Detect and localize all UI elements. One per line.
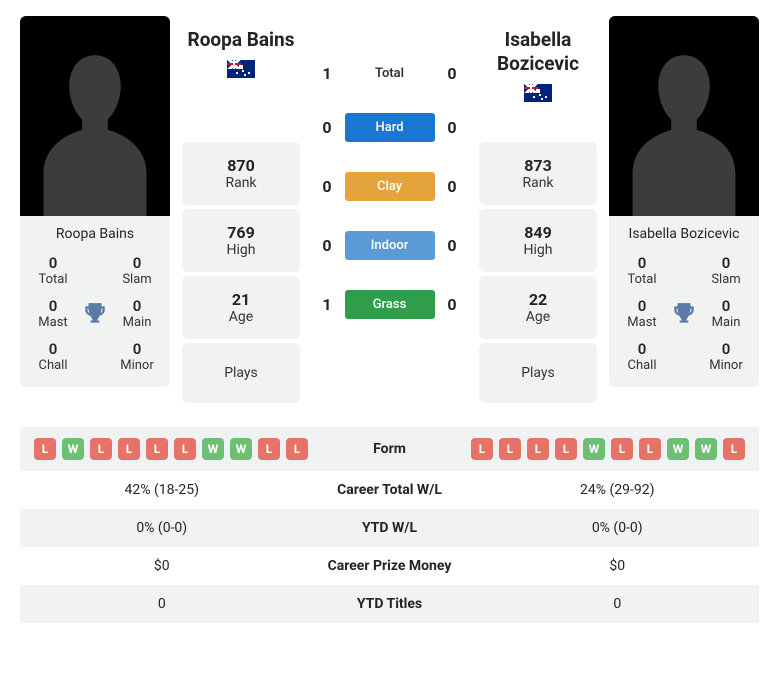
surface-hard-pill[interactable]: Hard (345, 113, 435, 142)
p1-slam: 0Slam (112, 254, 162, 287)
player2-info-col: Isabella Bozicevic 873Rank 849High 22Age… (479, 16, 597, 403)
form-chip: L (146, 438, 168, 460)
p2-mast: 0Mast (617, 297, 667, 330)
player2-flag-icon (524, 84, 552, 102)
career-wl-label: Career Total W/L (290, 482, 490, 498)
p1-form-chips: LWLLLLWWLL (34, 438, 308, 460)
form-chip: L (90, 438, 112, 460)
p1-rank-box: 870Rank (182, 142, 300, 205)
row-form: LWLLLLWWLL Form LLLLWLLWWL (20, 427, 759, 471)
p2-career-wl: 24% (29-92) (490, 482, 746, 498)
p2-form-chips: LLLLWLLWWL (471, 438, 745, 460)
p2-rank-box: 873Rank (479, 142, 597, 205)
form-chip: W (62, 438, 84, 460)
player1-photo (20, 16, 170, 216)
ytd-titles-label: YTD Titles (290, 596, 490, 612)
form-chip: W (583, 438, 605, 460)
p2-plays-box: Plays (479, 343, 597, 403)
form-chip: W (202, 438, 224, 460)
form-chip: L (34, 438, 56, 460)
row-ytd-titles: 0 YTD Titles 0 (20, 585, 759, 623)
p2-total: 0Total (617, 254, 667, 287)
p1-main: 0Main (112, 297, 162, 330)
p2-age-box: 22Age (479, 276, 597, 339)
p1-mast: 0Mast (28, 297, 78, 330)
form-chip: L (118, 438, 140, 460)
ytd-wl-label: YTD W/L (290, 520, 490, 536)
p2-slam: 0Slam (701, 254, 751, 287)
form-chip: L (258, 438, 280, 460)
form-label: Form (308, 441, 471, 457)
player1-name-block: Roopa Bains (182, 16, 300, 82)
p1-prize: $0 (34, 558, 290, 574)
form-chip: L (471, 438, 493, 460)
h2h-total: 1 Total 0 (312, 64, 467, 83)
player2-photo (609, 16, 759, 216)
player1-name: Roopa Bains (182, 28, 300, 52)
comparison-table: LWLLLLWWLL Form LLLLWLLWWL 42% (18-25) C… (20, 427, 759, 623)
p2-chall: 0Chall (617, 340, 667, 373)
player2-name-card: Isabella Bozicevic (609, 216, 759, 254)
player1-stats: 870Rank 769High 21Age Plays (182, 142, 300, 403)
form-chip: W (230, 438, 252, 460)
p1-ytd-wl: 0% (0-0) (34, 520, 290, 536)
prize-label: Career Prize Money (290, 558, 490, 574)
h2h-clay[interactable]: 0 Clay 0 (312, 172, 467, 201)
silhouette-icon (30, 36, 160, 216)
trophy-icon (671, 301, 697, 327)
p1-minor: 0Minor (112, 340, 162, 373)
player1-name-card: Roopa Bains (20, 216, 170, 254)
player2-name-block: Isabella Bozicevic (479, 16, 597, 106)
form-chip: L (174, 438, 196, 460)
p1-ytd-titles: 0 (34, 596, 290, 612)
form-chip: L (639, 438, 661, 460)
surface-clay-pill[interactable]: Clay (345, 172, 435, 201)
row-career-wl: 42% (18-25) Career Total W/L 24% (29-92) (20, 471, 759, 509)
form-chip: L (499, 438, 521, 460)
player2-stats: 873Rank 849High 22Age Plays (479, 142, 597, 403)
p2-minor: 0Minor (701, 340, 751, 373)
p1-career-wl: 42% (18-25) (34, 482, 290, 498)
form-chip: L (527, 438, 549, 460)
p2-ytd-titles: 0 (490, 596, 746, 612)
player1-flag-icon (227, 60, 255, 78)
h2h-grass[interactable]: 1 Grass 0 (312, 290, 467, 319)
comparison-header: Roopa Bains 0Total 0Slam 0Mast 0Main 0Ch… (20, 16, 759, 403)
h2h-indoor[interactable]: 0 Indoor 0 (312, 231, 467, 260)
p1-high-box: 769High (182, 209, 300, 272)
player2-name: Isabella Bozicevic (479, 28, 597, 76)
player1-card: Roopa Bains 0Total 0Slam 0Mast 0Main 0Ch… (20, 16, 170, 387)
silhouette-icon (619, 36, 749, 216)
p2-main: 0Main (701, 297, 751, 330)
head-to-head: 1 Total 0 0 Hard 0 0 Clay 0 0 Indoor 0 1… (312, 16, 467, 319)
p2-high-box: 849High (479, 209, 597, 272)
form-chip: L (286, 438, 308, 460)
form-chip: W (667, 438, 689, 460)
h2h-hard[interactable]: 0 Hard 0 (312, 113, 467, 142)
player1-titles: 0Total 0Slam 0Mast 0Main 0Chall 0Minor (20, 254, 170, 387)
player1-info-col: Roopa Bains 870Rank 769High 21Age Plays (182, 16, 300, 403)
form-chip: L (555, 438, 577, 460)
surface-grass-pill[interactable]: Grass (345, 290, 435, 319)
p2-prize: $0 (490, 558, 746, 574)
p1-total: 0Total (28, 254, 78, 287)
row-ytd-wl: 0% (0-0) YTD W/L 0% (0-0) (20, 509, 759, 547)
player2-titles: 0Total 0Slam 0Mast 0Main 0Chall 0Minor (609, 254, 759, 387)
row-prize: $0 Career Prize Money $0 (20, 547, 759, 585)
form-chip: L (611, 438, 633, 460)
p1-age-box: 21Age (182, 276, 300, 339)
surface-indoor-pill[interactable]: Indoor (345, 231, 435, 260)
p2-ytd-wl: 0% (0-0) (490, 520, 746, 536)
form-chip: L (723, 438, 745, 460)
trophy-icon (82, 301, 108, 327)
form-chip: W (695, 438, 717, 460)
player2-card: Isabella Bozicevic 0Total 0Slam 0Mast 0M… (609, 16, 759, 387)
p1-chall: 0Chall (28, 340, 78, 373)
p1-plays-box: Plays (182, 343, 300, 403)
